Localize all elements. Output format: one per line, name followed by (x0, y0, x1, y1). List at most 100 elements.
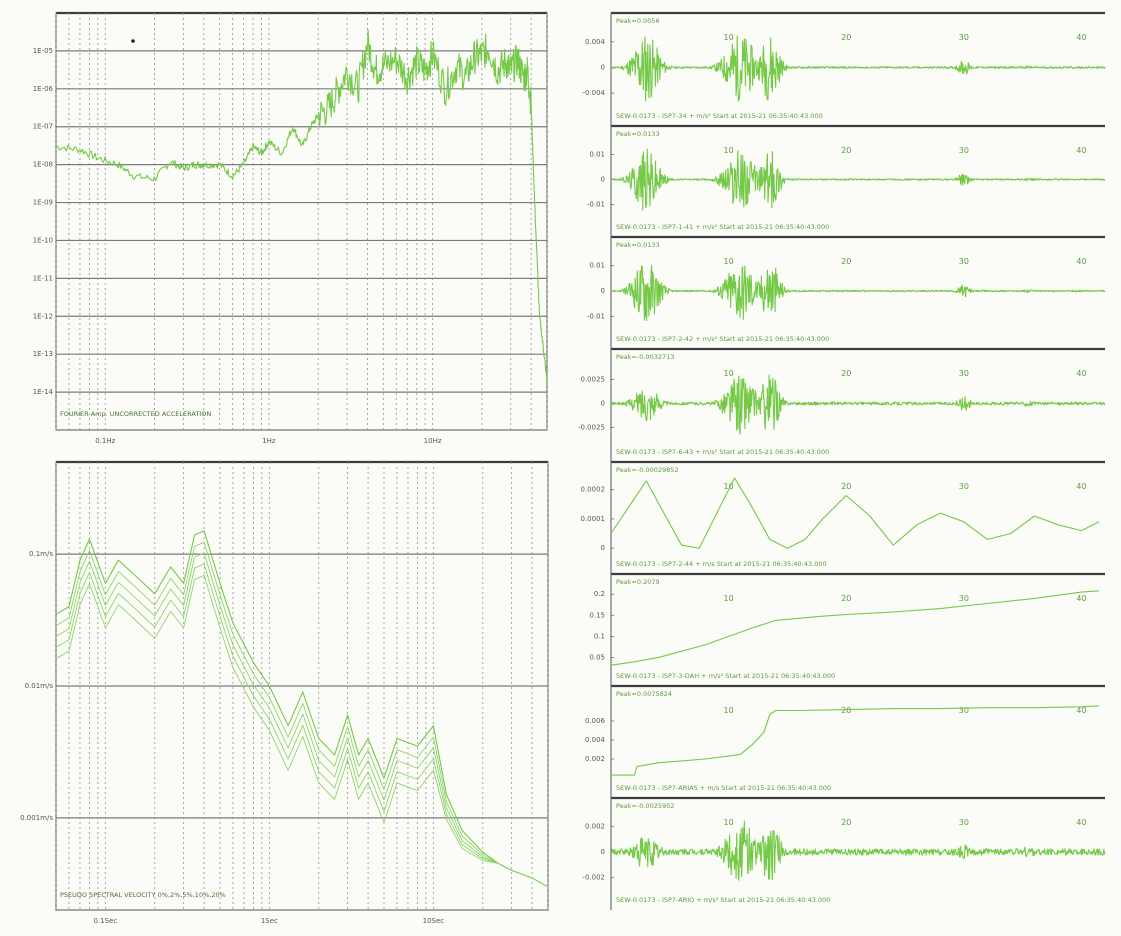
panel-x-tick: 20 (841, 146, 851, 155)
response-series-line (55, 574, 549, 888)
fourier-y-tick: 1E-05 (33, 47, 53, 55)
panel-y-tick: 0.0002 (581, 486, 606, 494)
response-series-line (55, 530, 549, 888)
panel-x-tick: 10 (724, 482, 734, 491)
panel-y-tick: 0.004 (585, 736, 606, 744)
time-history-panel-acc-e: 0.002 0 -0.002 10 20 30 40 Peak=-0.0025952 SEW-0… (582, 796, 1106, 910)
response-y-tick: 0.1m/s (29, 550, 53, 558)
panel-x-tick: 20 (841, 482, 851, 491)
panel-trace-line (610, 35, 1106, 102)
response-series-line (55, 552, 549, 888)
panel-y-tick: 0.006 (585, 717, 606, 725)
panel-x-tick: 40 (1076, 257, 1086, 266)
response-x-tick-labels: 0.1Sec 1Sec 10Sec (94, 917, 445, 925)
panel-y-tick: 0.002 (585, 755, 605, 763)
panel-x-tick: 20 (841, 594, 851, 603)
panel-y-tick: -0.0025 (578, 424, 605, 432)
panel-x-tick: 20 (841, 706, 851, 715)
response-horizontal-grid (56, 553, 548, 819)
panel-footer-label: SEW-0.0173 - ISP7-2-42 + m/s² Start at 2… (616, 335, 829, 343)
fourier-y-tick: 1E-11 (33, 274, 53, 282)
response-y-tick: 0.01m/s (25, 682, 54, 690)
panel-x-tick: 30 (959, 818, 969, 827)
panel-peak-label: Peak=-0.0025952 (616, 802, 674, 810)
panel-x-tick: 10 (724, 257, 734, 266)
panel-y-tick: 0.1 (594, 632, 605, 640)
panel-trace-line (611, 705, 1100, 776)
panel-x-tick: 30 (959, 594, 969, 603)
panel-peak-label: Peak=0.0133 (616, 241, 660, 249)
panel-y-tick: 0 (601, 176, 605, 184)
panel-y-tick: -0.01 (587, 312, 605, 320)
response-spectrum-panel: 0.1m/s 0.01m/s 0.001m/s 0.1Sec 1Sec 10Sec PS… (20, 460, 549, 925)
panel-x-tick: 40 (1076, 146, 1086, 155)
panel-trace-line (610, 590, 1100, 666)
panel-x-tick: 30 (959, 146, 969, 155)
fourier-y-tick: 1E-06 (33, 85, 54, 93)
panel-peak-label: Peak=0.0056 (616, 17, 660, 25)
panel-x-tick: 40 (1076, 482, 1086, 491)
fourier-y-tick: 1E-07 (33, 123, 53, 131)
time-history-panel-acc-c: 0.01 0 -0.01 10 20 30 40 Peak=0.0133 SEW-0.0173 … (587, 235, 1106, 349)
time-history-panel-acc-d: 0.0025 0 -0.0025 10 20 30 40 Peak=-0.0032713 SEW… (578, 347, 1106, 462)
fourier-title: FOURIER Amp. UNCORRECTED ACCELERATION (60, 410, 211, 418)
panel-peak-label: Peak=0.0075824 (616, 690, 672, 698)
panel-x-tick: 10 (724, 818, 734, 827)
panel-footer-label: SEW-0.0173 - ISP7-6-43 + m/s² Start at 2… (616, 448, 829, 456)
fourier-y-tick: 1E-10 (33, 236, 53, 244)
time-history-panel-acc-b: 0.01 0 -0.01 10 20 30 40 Peak=0.0133 SEW-0.0173 … (587, 124, 1106, 237)
fourier-vertical-grid (55, 13, 548, 430)
panel-x-tick: 10 (724, 706, 734, 715)
panel-y-tick: 0.01 (589, 151, 605, 159)
panel-peak-label: Peak=0.0133 (616, 130, 660, 138)
panel-x-tick: 20 (841, 33, 851, 42)
panel-peak-label: Peak=0.2079 (616, 578, 660, 586)
panel-trace-line (610, 264, 1106, 321)
panel-x-tick: 10 (724, 369, 734, 378)
fourier-frame (55, 12, 548, 431)
panel-y-tick: -0.004 (582, 89, 605, 97)
panel-footer-label: SEW-0.0173 - ISP7-34 + m/s² Start at 201… (616, 112, 823, 120)
panel-x-tick: 40 (1076, 706, 1086, 715)
time-history-panel-disp: 0.2 0.15 0.1 0.05 10 20 30 40 Peak=0.2079 SEW-0.0… (589, 572, 1105, 686)
fourier-y-tick: 1E-09 (33, 199, 53, 207)
panel-peak-label: Peak=-0.0032713 (616, 353, 674, 361)
fourier-x-tick: 10Hz (424, 437, 442, 445)
fourier-spectrum-panel: 1E-05 1E-06 1E-07 1E-08 1E-09 1E-10 1E-11 1E-12… (33, 11, 548, 445)
time-history-panel-acc-a: 0.004 0 -0.004 10 20 30 40 Peak=0.0056 SEW-0.017… (582, 11, 1106, 126)
fourier-y-tick: 1E-12 (33, 312, 53, 320)
panel-trace-line (610, 820, 1106, 881)
panel-trace-line (610, 374, 1106, 435)
panel-peak-label: Peak=-0.00029852 (616, 466, 679, 474)
panel-x-tick: 20 (841, 257, 851, 266)
response-x-tick: 0.1Sec (94, 917, 118, 925)
panel-y-tick: 0 (601, 400, 605, 408)
panel-x-tick: 30 (959, 706, 969, 715)
panel-x-tick: 10 (724, 146, 734, 155)
marker-dot (131, 39, 135, 43)
time-history-stack: 0.004 0 -0.004 10 20 30 40 Peak=0.0056 SEW-0.017… (578, 11, 1106, 910)
panel-x-tick: 40 (1076, 369, 1086, 378)
panel-y-tick: 0.004 (585, 38, 606, 46)
fourier-y-tick: 1E-08 (33, 161, 53, 169)
panel-x-tick: 20 (841, 369, 851, 378)
panel-x-tick: 30 (959, 257, 969, 266)
fourier-y-tick-labels: 1E-05 1E-06 1E-07 1E-08 1E-09 1E-10 1E-11 1E-12… (33, 47, 54, 396)
panel-y-tick: 0.2 (594, 590, 605, 598)
panel-x-tick: 40 (1076, 594, 1086, 603)
panel-y-tick: -0.01 (587, 201, 605, 209)
panel-y-tick: 0.01 (589, 262, 605, 270)
panel-y-tick: 0.05 (589, 654, 605, 662)
panel-x-tick: 40 (1076, 33, 1086, 42)
response-x-tick: 10Sec (423, 917, 445, 925)
response-x-tick: 1Sec (261, 917, 278, 925)
panel-x-tick: 30 (959, 482, 969, 491)
fourier-y-tick: 1E-13 (33, 350, 53, 358)
response-series-lines (55, 530, 549, 888)
time-history-panel-energy: 0.006 0.004 0.002 10 20 30 40 Peak=0.0075824 SEW… (585, 684, 1105, 798)
panel-footer-label: SEW-0.0173 - ISP7-3-DAH + m/s² Start at … (616, 672, 835, 680)
fourier-series-line (55, 29, 548, 382)
response-y-tick: 0.001m/s (20, 814, 53, 822)
panel-y-tick: 0 (601, 64, 605, 72)
